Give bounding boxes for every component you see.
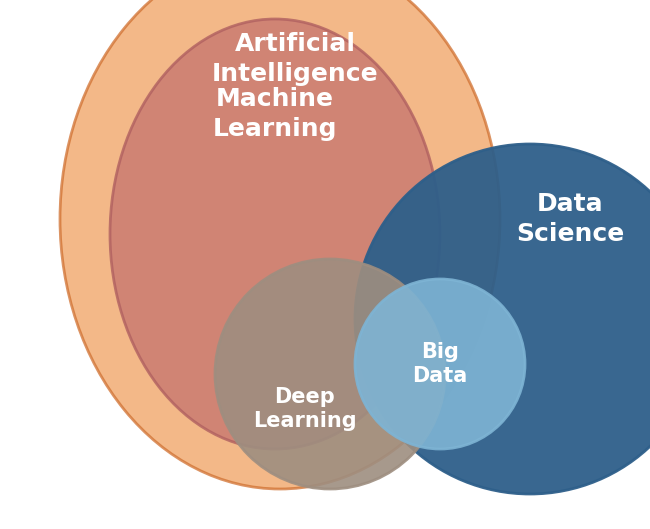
Ellipse shape xyxy=(110,19,440,449)
Text: Machine
Learning: Machine Learning xyxy=(213,87,337,141)
Text: Data
Science: Data Science xyxy=(516,192,624,246)
Ellipse shape xyxy=(215,259,445,489)
Ellipse shape xyxy=(355,279,525,449)
Ellipse shape xyxy=(355,144,650,494)
Text: Deep
Learning: Deep Learning xyxy=(254,387,357,432)
Ellipse shape xyxy=(60,0,500,489)
Text: Big
Data: Big Data xyxy=(412,342,467,386)
Text: Artificial
Intelligence: Artificial Intelligence xyxy=(212,32,378,86)
